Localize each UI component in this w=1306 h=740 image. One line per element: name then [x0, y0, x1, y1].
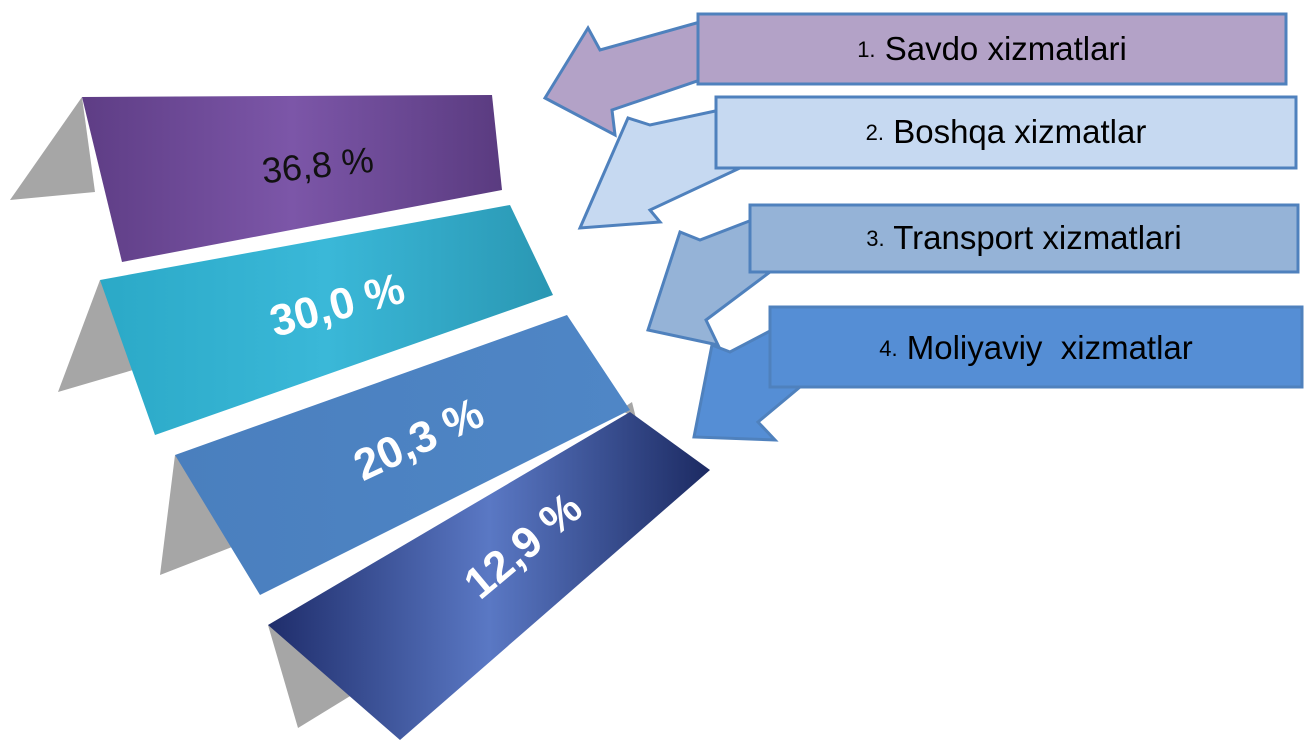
label-box	[696, 12, 1288, 86]
label-box	[748, 203, 1300, 274]
label: 3. Transport xizmatlari	[866, 219, 1181, 256]
flap	[268, 625, 360, 728]
arrow	[542, 20, 702, 138]
item-number: 2.	[866, 120, 884, 145]
label: 2. Boshqa xizmatlar	[866, 113, 1147, 150]
item-number: 4.	[879, 336, 897, 361]
label: 1. Savdo xizmatlari	[857, 30, 1127, 67]
banner	[268, 412, 710, 740]
banner	[82, 95, 502, 262]
banner	[175, 315, 630, 595]
arrow	[577, 108, 742, 230]
banner	[100, 205, 553, 435]
label: 4. Moliyaviy xizmatlar	[879, 329, 1193, 366]
flap	[58, 280, 150, 392]
flap	[160, 455, 250, 575]
item-label: Boshqa xizmatlar	[893, 113, 1146, 150]
flap	[10, 97, 95, 200]
label-box	[714, 95, 1298, 170]
item-number: 1.	[857, 37, 875, 62]
item-label: Transport xizmatlari	[893, 219, 1182, 256]
item-number: 3.	[866, 226, 884, 251]
arrow	[646, 218, 772, 348]
item-label: Savdo xizmatlari	[885, 30, 1127, 67]
item-label: Moliyaviy xizmatlar	[907, 329, 1193, 366]
label-box	[768, 305, 1304, 389]
